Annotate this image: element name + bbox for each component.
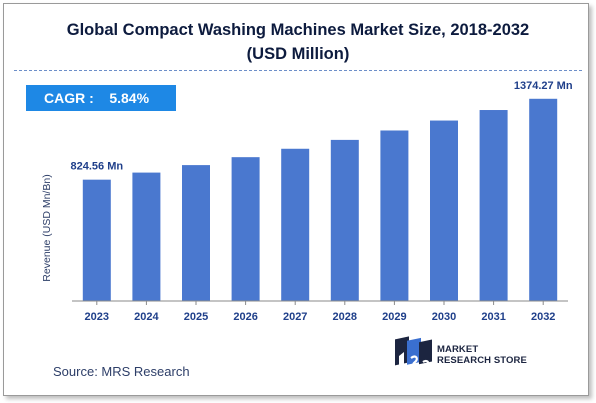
source-note: Source: MRS Research: [53, 364, 190, 379]
x-tick-label-2025: 2025: [184, 311, 208, 323]
title-separator: [14, 70, 582, 71]
bar-2025: [182, 165, 210, 301]
x-tick-label-2027: 2027: [283, 311, 307, 323]
bar-2032: [529, 98, 558, 302]
bar-2026: [231, 157, 260, 301]
logo-text: MARKET RESEARCH STORE: [437, 344, 527, 366]
chart-title: Global Compact Washing Machines Market S…: [66, 21, 530, 39]
bar-2027: [281, 148, 310, 301]
x-tick-label-2029: 2029: [382, 311, 406, 323]
x-tick-label-2030: 2030: [432, 311, 456, 323]
x-tick-label-2023: 2023: [85, 311, 109, 323]
x-tick-label-2032: 2032: [531, 311, 555, 323]
x-tick-label-2028: 2028: [333, 311, 357, 323]
x-tick-label-2026: 2026: [233, 311, 257, 323]
bar-2031: [479, 110, 508, 301]
data-label-2032: 1374.27 Mn: [514, 80, 573, 92]
bar-2030: [430, 120, 458, 301]
bar-2028: [330, 139, 359, 301]
cagr-badge: CAGR : 5.84%: [26, 85, 176, 111]
chart-subtitle: (USD Million): [246, 45, 350, 63]
x-tick-label-2024: 2024: [134, 311, 159, 323]
x-tick-label-2031: 2031: [481, 311, 505, 323]
logo-line-2: RESEARCH STORE: [437, 355, 527, 366]
logo-line-1: MARKET: [437, 344, 479, 355]
bar-2029: [380, 130, 409, 301]
chart-title-block: Global Compact Washing Machines Market S…: [0, 18, 596, 66]
bar-2023: [82, 179, 111, 301]
bar-2024: [132, 172, 161, 301]
y-axis-label: Revenue (USD Mn/Bn): [41, 174, 53, 281]
cagr-label: CAGR :: [44, 90, 94, 106]
data-label-2023: 824.56 Mn: [71, 161, 124, 173]
cagr-value: 5.84%: [109, 90, 150, 106]
market-research-store-logo-icon: [395, 336, 432, 371]
